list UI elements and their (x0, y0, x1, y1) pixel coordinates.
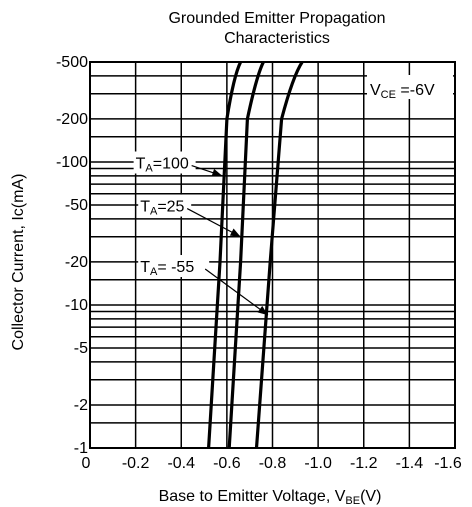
chart-title-line2: Characteristics (224, 30, 330, 47)
series-label-main: T (140, 199, 150, 216)
series-arrow-line (186, 208, 241, 238)
x-tick-label: -1.4 (396, 455, 424, 472)
condition-tail: =-6V (396, 82, 435, 99)
x-tick-labels: 0 -0.2 -0.4 -0.6 -0.8 -1.0 -1.2 -1.4 -1.6 (82, 455, 462, 472)
x-tick-label: -0.2 (122, 455, 150, 472)
x-axis-label: Base to Emitter Voltage, VBE(V) (159, 488, 382, 507)
x-tick-label: -1.0 (304, 455, 332, 472)
series-label-main: T (140, 259, 150, 276)
series-label-bg (138, 194, 192, 217)
condition-label: VCE =-6V (367, 75, 453, 101)
series-label-TA=100: TA=100 (133, 151, 223, 177)
series-label-text: TA= -55 (140, 259, 194, 278)
x-tick-label: -1.6 (434, 455, 462, 472)
series-label-text: TA=100 (136, 156, 189, 175)
y-tick-label: -5 (74, 340, 88, 357)
series-arrow-head (257, 305, 268, 316)
series-label-TA=-55: TA= -55 (138, 255, 269, 316)
plot-frame (89, 61, 456, 449)
series-label-TA=25: TA=25 (138, 194, 241, 238)
y-tick-label: -2 (74, 397, 88, 414)
y-axis-label: Collector Current, Ic(mA) (10, 174, 27, 351)
grid (89, 62, 456, 448)
y-tick-label: -100 (56, 154, 88, 171)
x-tick-label: 0 (82, 455, 91, 472)
condition-sub: CE (381, 89, 396, 101)
condition-label-bg (367, 75, 453, 99)
series-line-TA=25 (227, 61, 265, 449)
series-label-main: T (136, 156, 146, 173)
series-label-sub: A (145, 163, 153, 175)
series-label-tail: = -55 (157, 259, 194, 276)
x-axis-label-main: Base to Emitter Voltage, V (159, 488, 346, 505)
y-tick-label: -1 (74, 440, 88, 457)
series-label-bg (133, 151, 196, 174)
series-label-sub: A (150, 266, 158, 278)
y-tick-label: -200 (56, 111, 88, 128)
chart-title-line1: Grounded Emitter Propagation (168, 10, 385, 27)
series-lines (207, 61, 304, 449)
series-line-TA=-55 (254, 61, 304, 449)
series-label-text: TA=25 (140, 199, 184, 218)
condition-main: V (370, 82, 381, 99)
y-tick-label: -10 (65, 297, 88, 314)
x-axis-label-sub: BE (345, 495, 360, 507)
series-line-TA=100 (207, 61, 243, 449)
x-tick-label: -0.6 (213, 455, 241, 472)
series-label-bg (138, 255, 210, 278)
series-label-sub: A (150, 206, 158, 218)
y-tick-labels: -1 -2 -5 -10 -20 -50 -100 -200 -500 (56, 54, 88, 457)
series-label-tail: =25 (157, 199, 184, 216)
x-tick-label: -1.2 (350, 455, 378, 472)
x-tick-label: -0.4 (167, 455, 195, 472)
series-arrow-head (211, 168, 223, 177)
series-arrow-line (204, 268, 269, 316)
y-tick-label: -20 (65, 254, 88, 271)
x-axis-label-tail: (V) (360, 488, 381, 505)
y-tick-label: -50 (65, 197, 88, 214)
x-tick-label: -0.8 (259, 455, 287, 472)
condition-label-text: VCE =-6V (370, 82, 435, 101)
series-arrow-head (229, 228, 241, 237)
y-tick-label: -500 (56, 54, 88, 71)
series-label-tail: =100 (153, 156, 189, 173)
